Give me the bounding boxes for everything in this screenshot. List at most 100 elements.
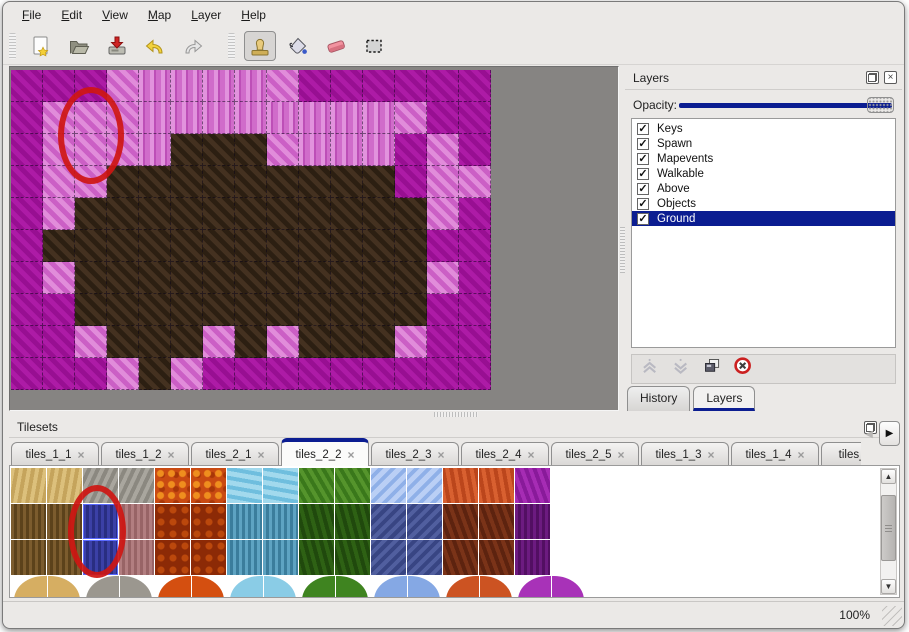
close-panel-icon[interactable]: ×	[884, 71, 897, 84]
tileset-blob-tile[interactable]	[14, 576, 80, 597]
save-file-button[interactable]	[101, 31, 133, 61]
map-tile-r4c8[interactable]	[267, 198, 299, 230]
tileset-tile-r2c10[interactable]	[371, 540, 407, 576]
tab-close-icon[interactable]: ×	[167, 448, 175, 462]
map-tile-r2c2[interactable]	[75, 134, 107, 166]
tileset-tile-r2c14[interactable]	[515, 540, 551, 576]
map-tile-r1c5[interactable]	[171, 102, 203, 134]
map-tile-r1c11[interactable]	[363, 102, 395, 134]
menu-help[interactable]: Help	[241, 8, 266, 22]
layer-visibility-checkbox[interactable]: ✓	[637, 137, 649, 150]
tab-close-icon[interactable]: ×	[437, 448, 445, 462]
map-tile-r7c3[interactable]	[107, 294, 139, 326]
undo-button[interactable]	[139, 31, 171, 61]
map-tile-r6c2[interactable]	[75, 262, 107, 294]
map-tile-r2c4[interactable]	[139, 134, 171, 166]
tileset-tile-r0c2[interactable]	[83, 468, 119, 504]
map-tile-r5c0[interactable]	[11, 230, 43, 262]
tileset-tile-r2c1[interactable]	[47, 540, 83, 576]
map-tile-r0c7[interactable]	[235, 70, 267, 102]
tileset-blob-tile[interactable]	[518, 576, 584, 597]
map-tile-r5c9[interactable]	[299, 230, 331, 262]
scrollbar-thumb[interactable]	[881, 495, 896, 561]
map-tile-r1c10[interactable]	[331, 102, 363, 134]
map-tile-r0c5[interactable]	[171, 70, 203, 102]
map-tile-r9c1[interactable]	[43, 358, 75, 390]
map-tile-r1c14[interactable]	[459, 102, 491, 134]
tileset-tile-r2c3[interactable]	[119, 540, 155, 576]
tileset-tile-r1c13[interactable]	[479, 504, 515, 540]
map-tile-r4c12[interactable]	[395, 198, 427, 230]
map-tile-r7c10[interactable]	[331, 294, 363, 326]
tileset-tile-r1c10[interactable]	[371, 504, 407, 540]
map-tile-r2c12[interactable]	[395, 134, 427, 166]
map-tile-r9c5[interactable]	[171, 358, 203, 390]
map-tile-r1c6[interactable]	[203, 102, 235, 134]
tileset-tile-r1c11[interactable]	[407, 504, 443, 540]
map-tile-r4c2[interactable]	[75, 198, 107, 230]
tileset-tile-r1c12[interactable]	[443, 504, 479, 540]
tileset-tile-r1c1[interactable]	[47, 504, 83, 540]
map-tile-r7c11[interactable]	[363, 294, 395, 326]
tileset-tile-r2c11[interactable]	[407, 540, 443, 576]
map-tile-r9c0[interactable]	[11, 358, 43, 390]
map-tile-r1c3[interactable]	[107, 102, 139, 134]
tileset-tab-tiles_2_4[interactable]: tiles_2_4 ×	[461, 442, 549, 466]
tab-close-icon[interactable]: ×	[707, 448, 715, 462]
tileset-tile-r0c11[interactable]	[407, 468, 443, 504]
map-tile-r8c7[interactable]	[235, 326, 267, 358]
map-tile-r3c2[interactable]	[75, 166, 107, 198]
map-tile-r3c1[interactable]	[43, 166, 75, 198]
map-tile-r7c6[interactable]	[203, 294, 235, 326]
map-tile-r5c11[interactable]	[363, 230, 395, 262]
map-tile-r3c4[interactable]	[139, 166, 171, 198]
map-tile-r9c8[interactable]	[267, 358, 299, 390]
tileset-tile-r0c9[interactable]	[335, 468, 371, 504]
map-tile-r7c4[interactable]	[139, 294, 171, 326]
tileset-tile-r1c7[interactable]	[263, 504, 299, 540]
tileset-tile-r1c2[interactable]	[83, 504, 119, 540]
tileset-blob-tile[interactable]	[230, 576, 296, 597]
map-tile-r2c3[interactable]	[107, 134, 139, 166]
map-tile-r5c10[interactable]	[331, 230, 363, 262]
tileset-tab-tiles_1_[interactable]: tiles_1_×	[821, 442, 861, 466]
tab-layers[interactable]: Layers	[693, 386, 756, 411]
map-tile-r2c5[interactable]	[171, 134, 203, 166]
map-tile-r9c6[interactable]	[203, 358, 235, 390]
map-tile-r6c9[interactable]	[299, 262, 331, 294]
map-tile-r2c11[interactable]	[363, 134, 395, 166]
fill-tool-button[interactable]	[282, 31, 314, 61]
tileset-tile-r2c2[interactable]	[83, 540, 119, 576]
map-tile-r2c0[interactable]	[11, 134, 43, 166]
map-tile-r5c14[interactable]	[459, 230, 491, 262]
map-tile-r8c4[interactable]	[139, 326, 171, 358]
map-tile-r7c8[interactable]	[267, 294, 299, 326]
map-tile-r9c14[interactable]	[459, 358, 491, 390]
tileset-tile-r2c6[interactable]	[227, 540, 263, 576]
map-tile-r4c5[interactable]	[171, 198, 203, 230]
map-tile-r6c1[interactable]	[43, 262, 75, 294]
tileset-vertical-scrollbar[interactable]: ▲ ▼	[880, 468, 897, 595]
stamp-tool-button[interactable]	[244, 31, 276, 61]
tab-close-icon[interactable]: ×	[617, 448, 625, 462]
map-tile-r4c14[interactable]	[459, 198, 491, 230]
map-tile-r4c0[interactable]	[11, 198, 43, 230]
map-tile-r8c12[interactable]	[395, 326, 427, 358]
menu-file[interactable]: File	[22, 8, 42, 22]
map-tile-r6c6[interactable]	[203, 262, 235, 294]
map-tile-r2c14[interactable]	[459, 134, 491, 166]
tileset-tile-r0c8[interactable]	[299, 468, 335, 504]
map-tile-r5c1[interactable]	[43, 230, 75, 262]
map-tile-r5c7[interactable]	[235, 230, 267, 262]
tileset-tile-r1c8[interactable]	[299, 504, 335, 540]
map-tile-r6c4[interactable]	[139, 262, 171, 294]
map-tile-r4c3[interactable]	[107, 198, 139, 230]
layer-visibility-checkbox[interactable]: ✓	[637, 212, 649, 225]
map-tile-r5c5[interactable]	[171, 230, 203, 262]
tab-close-icon[interactable]: ×	[257, 448, 265, 462]
tab-scroll-left-icon[interactable]: ◀	[865, 428, 873, 440]
tileset-tile-grid[interactable]	[11, 468, 552, 576]
tileset-tab-tiles_1_1[interactable]: tiles_1_1 ×	[11, 442, 99, 466]
map-tile-r0c8[interactable]	[267, 70, 299, 102]
map-tile-r8c11[interactable]	[363, 326, 395, 358]
